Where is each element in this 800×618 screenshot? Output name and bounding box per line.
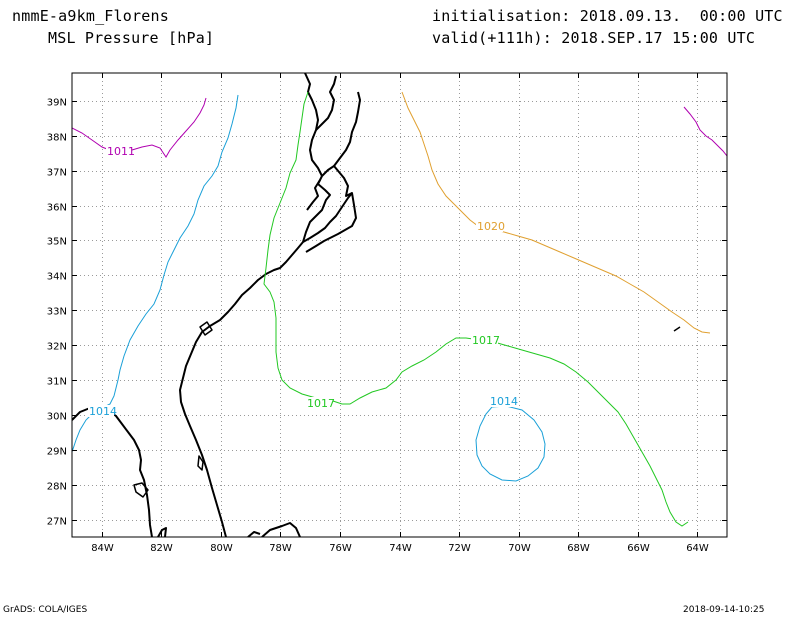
lat-tick-label: 32N bbox=[47, 342, 67, 353]
isobar-label-1014-east: 1014 bbox=[490, 395, 518, 408]
lon-tick-label: 76W bbox=[329, 543, 352, 554]
isobar-1014-closed bbox=[475, 405, 546, 482]
lon-tick-label: 74W bbox=[389, 543, 412, 554]
lat-tick-label: 35N bbox=[47, 237, 67, 248]
lat-tick-label: 39N bbox=[47, 98, 67, 109]
valid-time: valid(+111h): 2018.SEP.17 15:00 UTC bbox=[432, 29, 756, 47]
lat-tick-label: 34N bbox=[47, 272, 67, 283]
credit-text: GrADS: COLA/IGES bbox=[3, 605, 88, 615]
initialisation-time: initialisation: 2018.09.13. 00:00 UTC bbox=[432, 7, 783, 25]
isobar-labels: 1011 1014 1014 1017 1017 1020 bbox=[88, 145, 518, 418]
axis-tick-labels: 84W 82W 80W 78W 76W 74W 72W 70W 68W 66W 64W 39N 38N 3… bbox=[47, 98, 709, 555]
isobar-label-1014-west: 1014 bbox=[89, 405, 117, 418]
isobar-label-1017-east: 1017 bbox=[472, 334, 500, 347]
map-frame bbox=[71, 72, 728, 538]
lat-tick-label: 31N bbox=[47, 377, 67, 388]
lon-tick-label: 64W bbox=[686, 543, 709, 554]
lat-tick-label: 38N bbox=[47, 133, 67, 144]
isobar-label-1020: 1020 bbox=[477, 220, 505, 233]
isobar-1020-line bbox=[401, 91, 711, 334]
lon-tick-label: 72W bbox=[448, 543, 471, 554]
lat-tick-label: 29N bbox=[47, 447, 67, 458]
isobar-1017-line bbox=[263, 91, 689, 527]
lon-tick-label: 78W bbox=[269, 543, 292, 554]
lon-tick-label: 70W bbox=[508, 543, 531, 554]
isobar-1011-line bbox=[72, 97, 207, 158]
lon-tick-label: 84W bbox=[91, 543, 114, 554]
coastline bbox=[72, 73, 681, 537]
lon-tick-label: 66W bbox=[627, 543, 650, 554]
map-grid bbox=[72, 73, 727, 537]
isobar-1011-line-east bbox=[683, 106, 727, 157]
model-name: nmmE-a9km_Florens bbox=[12, 7, 169, 25]
lon-tick-label: 80W bbox=[210, 543, 233, 554]
field-name: MSL Pressure [hPa] bbox=[48, 29, 215, 47]
lon-tick-label: 82W bbox=[150, 543, 173, 554]
lat-tick-label: 36N bbox=[47, 203, 67, 214]
lat-tick-label: 28N bbox=[47, 482, 67, 493]
lat-tick-label: 30N bbox=[47, 412, 67, 423]
render-timestamp: 2018-09-14-10:25 bbox=[683, 605, 765, 615]
lat-tick-label: 27N bbox=[47, 517, 67, 528]
isobar-label-1017-west: 1017 bbox=[307, 397, 335, 410]
lon-tick-label: 68W bbox=[567, 543, 590, 554]
isobar-label-1011: 1011 bbox=[107, 145, 135, 158]
axis-ticks bbox=[72, 73, 727, 537]
lat-tick-label: 37N bbox=[47, 168, 67, 179]
isobar-1014-line-west bbox=[72, 94, 239, 453]
lat-tick-label: 33N bbox=[47, 307, 67, 318]
